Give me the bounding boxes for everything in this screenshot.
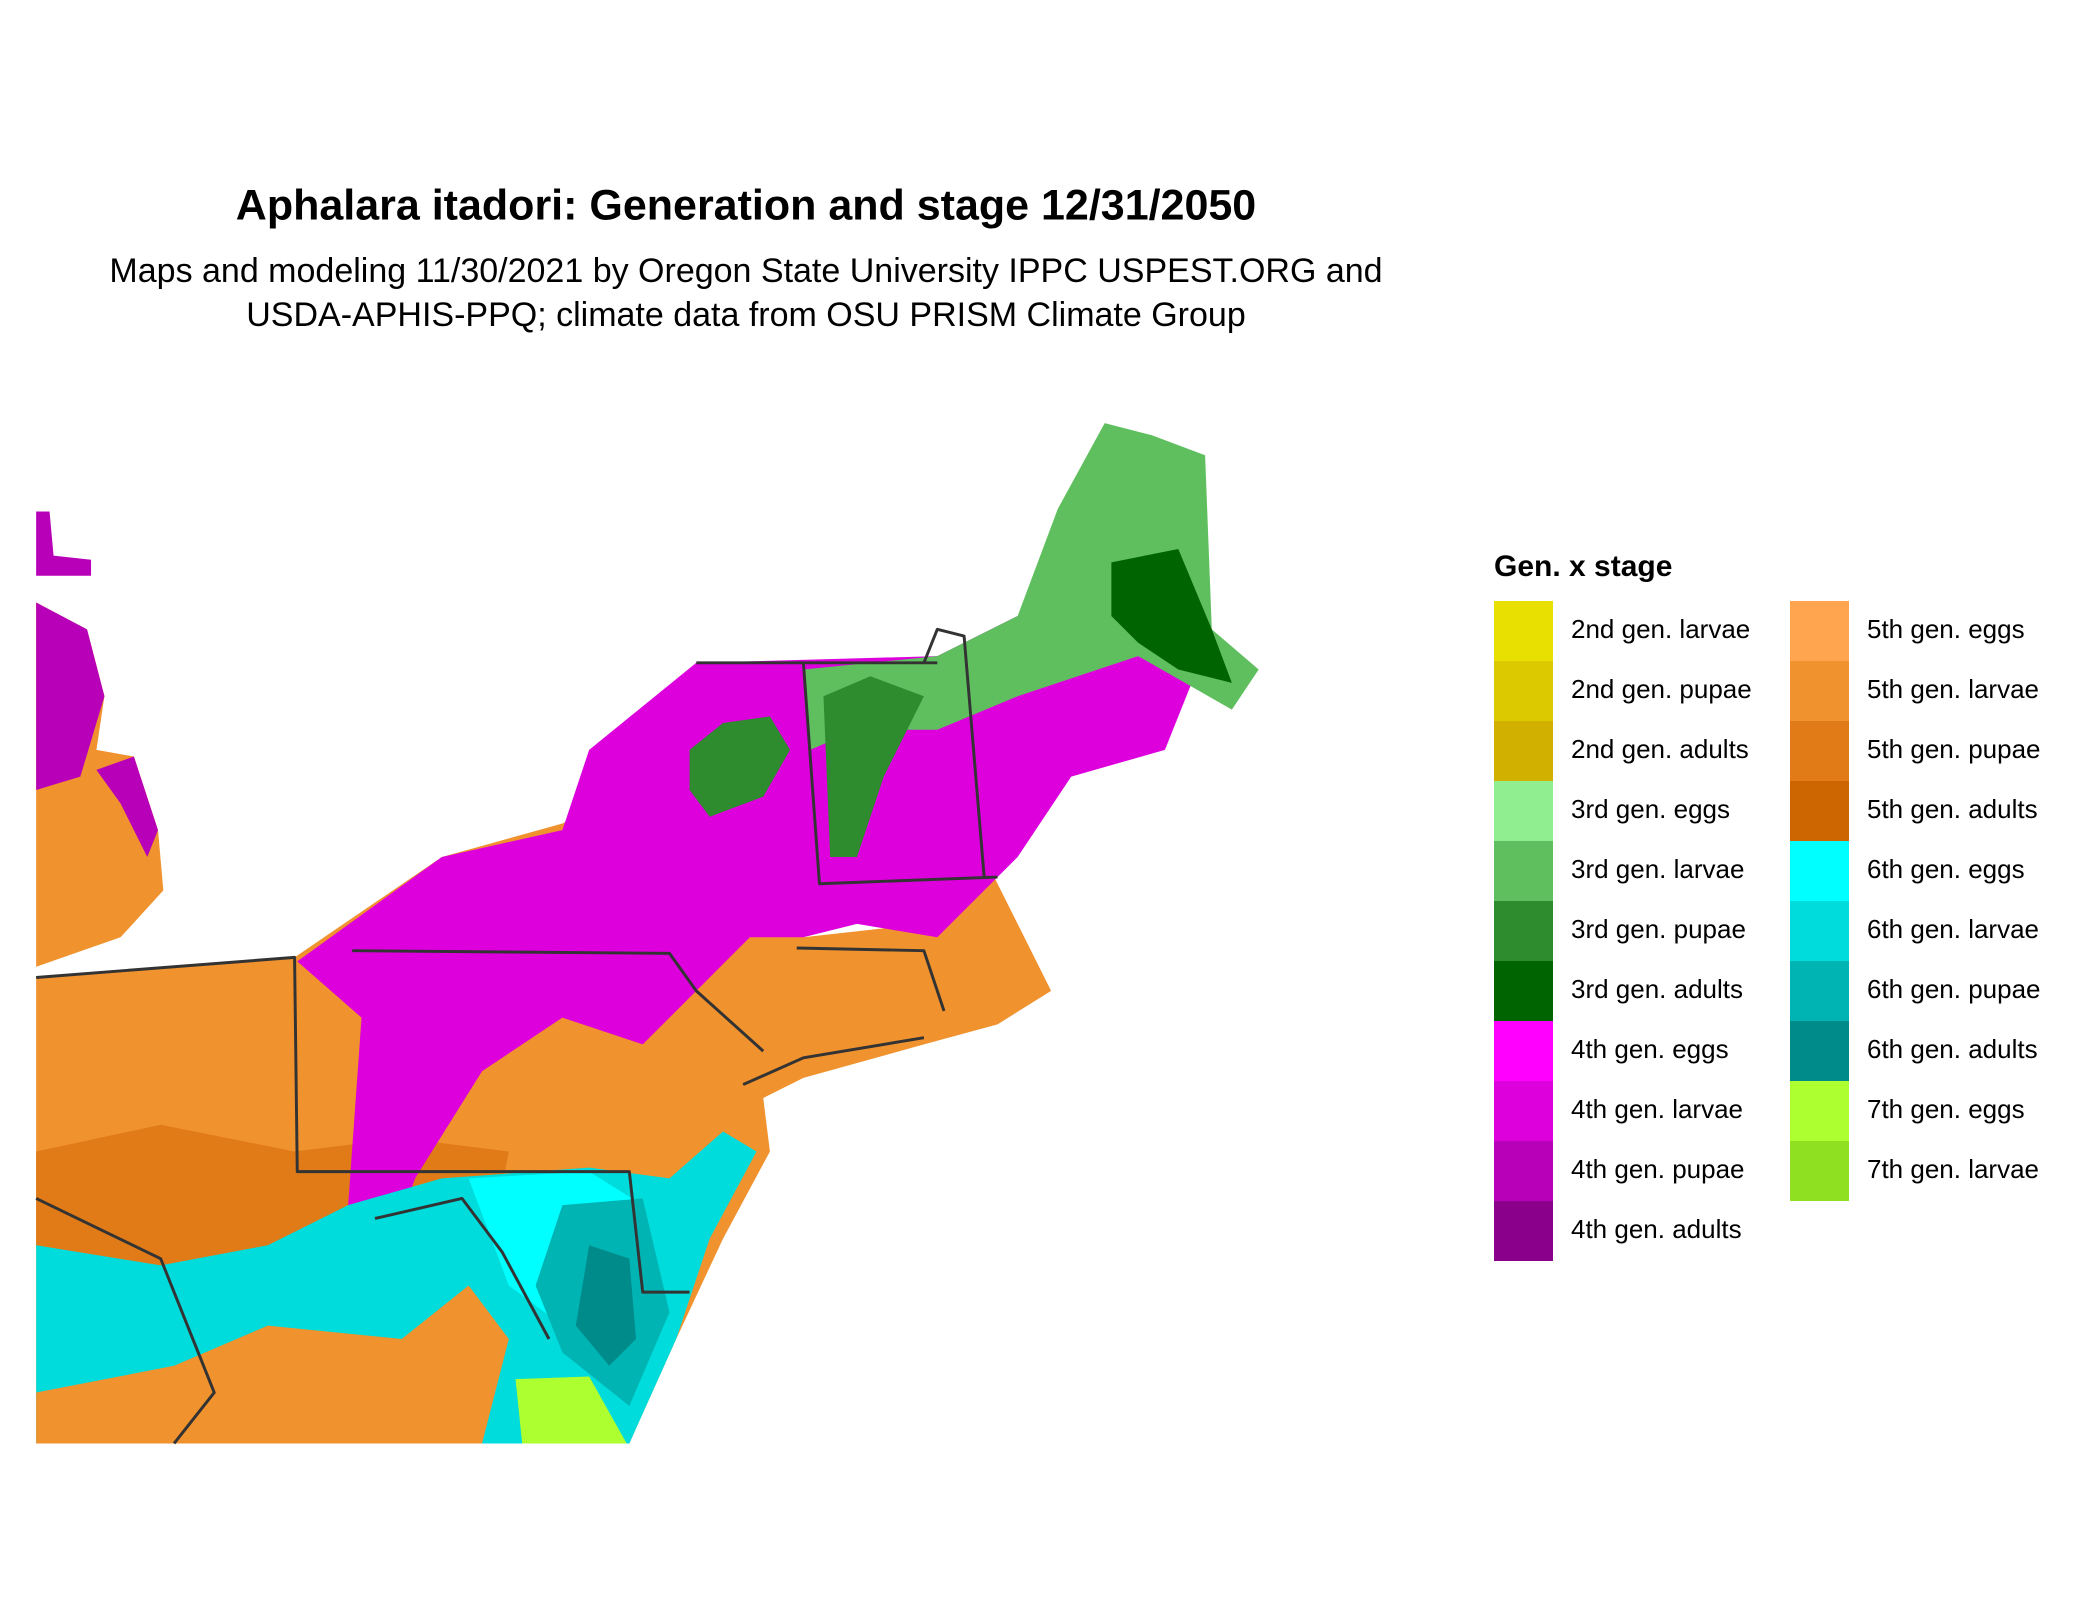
legend-swatch xyxy=(1494,1021,1553,1081)
legend-swatch xyxy=(1494,961,1553,1021)
legend-label: 6th gen. pupae xyxy=(1867,974,2041,1004)
legend-label: 3rd gen. pupae xyxy=(1571,914,1746,944)
legend-swatch xyxy=(1494,781,1553,841)
legend-swatch xyxy=(1790,841,1849,901)
legend-label: 7th gen. eggs xyxy=(1867,1094,2025,1124)
map xyxy=(35,423,1259,1445)
legend-swatch xyxy=(1494,1201,1553,1261)
legend-label: 2nd gen. larvae xyxy=(1571,614,1750,644)
map-region xyxy=(36,511,92,576)
map-region xyxy=(803,423,1259,750)
legend-swatch xyxy=(1494,601,1553,661)
legend-swatch xyxy=(1790,1021,1849,1081)
legend-swatch xyxy=(1790,721,1849,781)
legend-swatch xyxy=(1790,1141,1849,1201)
legend-title: Gen. x stage xyxy=(1494,550,1672,583)
legend-swatch xyxy=(1494,841,1553,901)
map-region xyxy=(36,602,105,791)
legend-label: 4th gen. larvae xyxy=(1571,1094,1743,1124)
map-region xyxy=(823,676,924,857)
legend-label: 4th gen. eggs xyxy=(1571,1034,1729,1064)
legend-swatch xyxy=(1790,601,1849,661)
legend-swatch xyxy=(1494,661,1553,721)
legend-label: 6th gen. larvae xyxy=(1867,914,2039,944)
legend-label: 6th gen. adults xyxy=(1867,1034,2038,1064)
legend-label: 3rd gen. eggs xyxy=(1571,794,1730,824)
legend-swatch xyxy=(1790,661,1849,721)
legend-swatch xyxy=(1790,901,1849,961)
legend-label: 2nd gen. pupae xyxy=(1571,674,1752,704)
map-region xyxy=(36,1285,509,1444)
legend-label: 5th gen. eggs xyxy=(1867,614,2025,644)
subtitle: USDA-APHIS-PPQ; climate data from OSU PR… xyxy=(246,296,1245,334)
legend-label: 5th gen. larvae xyxy=(1867,674,2039,704)
map-region xyxy=(274,615,1192,1339)
legend-swatch xyxy=(1494,901,1553,961)
map-region xyxy=(515,1376,627,1444)
legend-swatch xyxy=(1494,721,1553,781)
legend-swatch xyxy=(1790,961,1849,1021)
map-region xyxy=(575,1245,637,1366)
legend-label: 3rd gen. adults xyxy=(1571,974,1743,1004)
legend-label: 4th gen. adults xyxy=(1571,1214,1742,1244)
map-region xyxy=(689,716,791,817)
legend-swatch xyxy=(1790,781,1849,841)
legend-label: 3rd gen. larvae xyxy=(1571,854,1744,884)
legend-swatch xyxy=(1494,1141,1553,1201)
legend-label: 7th gen. larvae xyxy=(1867,1154,2039,1184)
title: Aphalara itadori: Generation and stage 1… xyxy=(236,181,1256,229)
legend-swatch xyxy=(1790,1081,1849,1141)
subtitle: Maps and modeling 11/30/2021 by Oregon S… xyxy=(109,252,1382,290)
map-region xyxy=(1111,548,1232,683)
legend: 2nd gen. larvae 2nd gen. pupae 2nd gen. ad… xyxy=(1494,601,2041,1261)
legend-label: 5th gen. pupae xyxy=(1867,734,2041,764)
legend-label: 6th gen. eggs xyxy=(1867,854,2025,884)
map-region xyxy=(96,756,159,857)
legend-label: 5th gen. adults xyxy=(1867,794,2038,824)
legend-swatch xyxy=(1494,1081,1553,1141)
legend-label: 2nd gen. adults xyxy=(1571,734,1749,764)
legend-label: 4th gen. pupae xyxy=(1571,1154,1745,1184)
